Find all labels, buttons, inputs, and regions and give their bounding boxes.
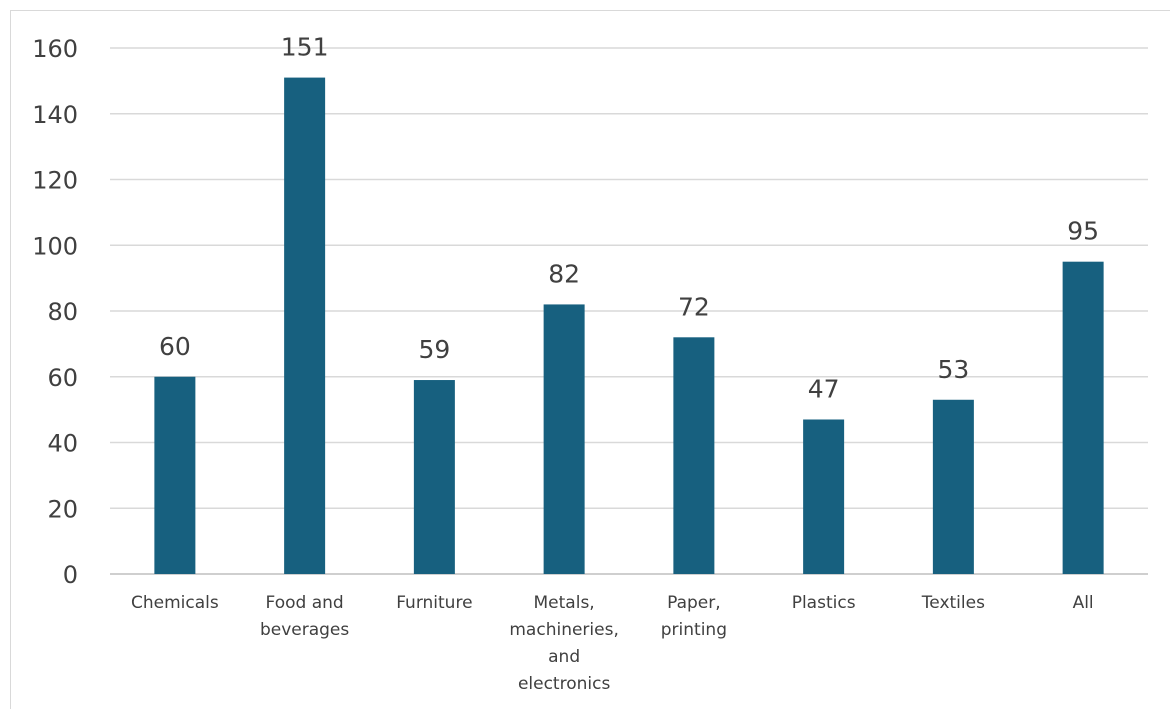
x-category-label-line: Food and [266, 593, 344, 613]
y-tick-label: 40 [47, 430, 78, 458]
bar [543, 304, 585, 574]
x-category-label-line: Paper, [667, 593, 721, 613]
x-category-label: All [1073, 593, 1094, 613]
x-category-label-line: and [548, 647, 580, 667]
y-tick-label: 80 [47, 298, 78, 326]
data-labels: 60 151 59 82 72 47 53 95 [159, 33, 1099, 404]
y-tick-label: 120 [32, 167, 78, 195]
bar [1062, 261, 1104, 574]
y-axis-ticks: 0 20 40 60 80 100 120 140 160 [32, 35, 78, 589]
bar [413, 380, 455, 574]
x-category-label: Plastics [792, 593, 856, 613]
x-category-label: Chemicals [131, 593, 219, 613]
x-category-label-line: Plastics [792, 593, 856, 613]
x-category-label: Food and beverages [260, 593, 349, 640]
data-label: 95 [1067, 217, 1099, 246]
chart-frame [10, 10, 1170, 709]
data-label: 60 [159, 332, 191, 361]
data-label: 53 [937, 355, 969, 384]
x-category-label-line: beverages [260, 620, 349, 640]
bar [803, 419, 845, 574]
bar [932, 399, 974, 574]
y-tick-label: 20 [47, 495, 78, 523]
data-label: 59 [418, 335, 450, 364]
x-category-label: Paper, printing [661, 593, 727, 640]
data-label: 151 [281, 33, 329, 62]
x-category-label-line: printing [661, 620, 727, 640]
x-category-label: Textiles [921, 593, 985, 613]
x-category-label-line: Chemicals [131, 593, 219, 613]
x-category-label-line: machineries, [509, 620, 619, 640]
bars [154, 77, 1104, 575]
y-tick-label: 140 [32, 101, 78, 129]
x-category-label-line: All [1073, 593, 1094, 613]
data-label: 82 [548, 259, 580, 288]
data-label: 72 [678, 292, 710, 321]
bar [284, 77, 326, 575]
data-label: 47 [808, 374, 840, 403]
x-axis-categories: Chemicals Food and beverages Furniture Metal… [131, 593, 1094, 694]
bar [673, 337, 715, 574]
x-category-label-line: electronics [518, 674, 611, 694]
y-tick-label: 160 [32, 35, 78, 63]
y-tick-label: 0 [63, 561, 78, 589]
x-category-label: Furniture [396, 593, 472, 613]
y-tick-label: 60 [47, 364, 78, 392]
gridlines [110, 47, 1148, 575]
bar [154, 376, 196, 574]
x-category-label-line: Textiles [921, 593, 985, 613]
y-tick-label: 100 [32, 232, 78, 260]
x-category-label-line: Furniture [396, 593, 472, 613]
x-category-label: Metals, machineries, and electronics [509, 593, 619, 694]
x-category-label-line: Metals, [534, 593, 595, 613]
